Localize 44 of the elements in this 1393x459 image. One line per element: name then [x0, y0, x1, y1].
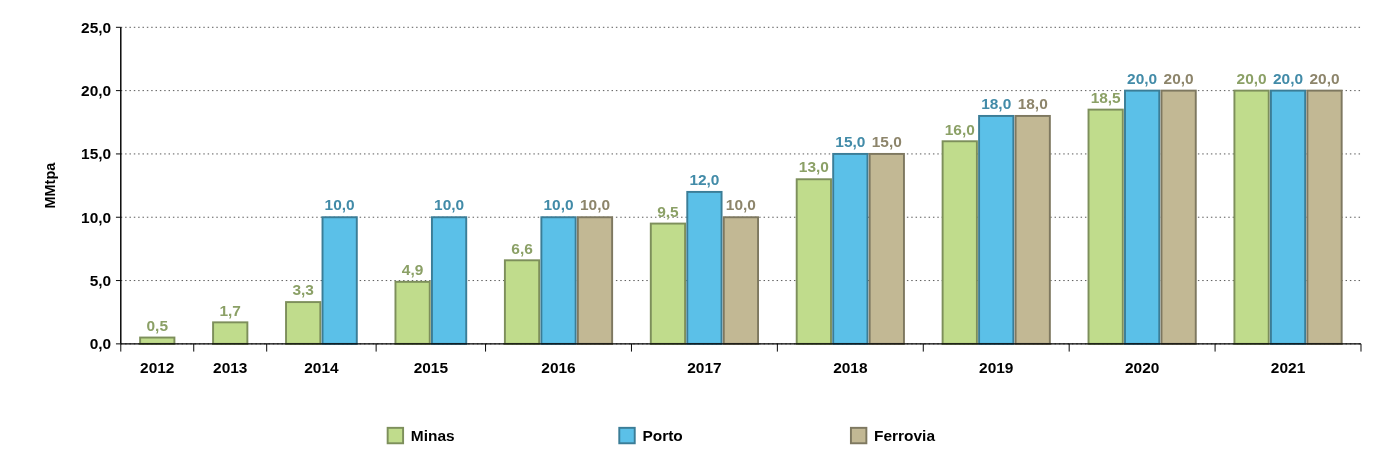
- data-label: 10,0: [324, 196, 355, 214]
- legend-label: Porto: [642, 427, 683, 445]
- data-label: 6,6: [511, 239, 534, 257]
- y-tick-label: 25,0: [81, 18, 112, 36]
- data-label: 10,0: [579, 196, 611, 214]
- y-tick-label: 5,0: [89, 271, 112, 289]
- x-tick-label: 2021: [1270, 358, 1306, 376]
- data-label: 18,0: [1017, 95, 1048, 113]
- data-label: 18,5: [1090, 88, 1122, 106]
- x-tick-label: 2019: [979, 358, 1014, 376]
- data-label: 15,0: [871, 133, 902, 151]
- data-label: 3,3: [292, 281, 315, 299]
- x-tick-label: 2012: [140, 358, 175, 376]
- data-label: 10,0: [543, 196, 574, 214]
- y-axis-title: MMtpa: [42, 161, 59, 209]
- data-label: 20,0: [1236, 69, 1267, 87]
- y-tick-label: 15,0: [81, 145, 112, 163]
- data-label: 18,0: [981, 95, 1012, 113]
- data-label: 16,0: [944, 120, 975, 138]
- data-label: 20,0: [1309, 69, 1340, 87]
- data-label: 10,0: [434, 196, 465, 214]
- x-tick-label: 2018: [833, 358, 868, 376]
- data-label: 4,9: [401, 261, 424, 279]
- data-label: 1,7: [219, 301, 241, 319]
- x-tick-label: 2020: [1124, 358, 1160, 376]
- data-label: 9,5: [657, 202, 680, 220]
- x-tick-label: 2014: [304, 358, 339, 376]
- data-label: 20,0: [1273, 69, 1304, 87]
- data-label: 15,0: [835, 133, 866, 151]
- x-tick-label: 2017: [687, 358, 722, 376]
- x-tick-label: 2016: [541, 358, 577, 376]
- data-label: 20,0: [1127, 69, 1158, 87]
- x-tick-label: 2013: [213, 358, 248, 376]
- data-label: 0,5: [146, 316, 169, 334]
- data-label: 13,0: [798, 158, 829, 176]
- data-label: 10,0: [725, 196, 756, 214]
- legend-label: Minas: [410, 427, 455, 445]
- y-tick-label: 0,0: [89, 335, 112, 353]
- data-label: 20,0: [1163, 69, 1194, 87]
- y-tick-label: 10,0: [81, 208, 112, 226]
- data-label: 12,0: [689, 171, 720, 189]
- x-tick-label: 2015: [413, 358, 449, 376]
- y-tick-label: 20,0: [81, 82, 112, 100]
- legend-label: Ferrovia: [874, 427, 936, 445]
